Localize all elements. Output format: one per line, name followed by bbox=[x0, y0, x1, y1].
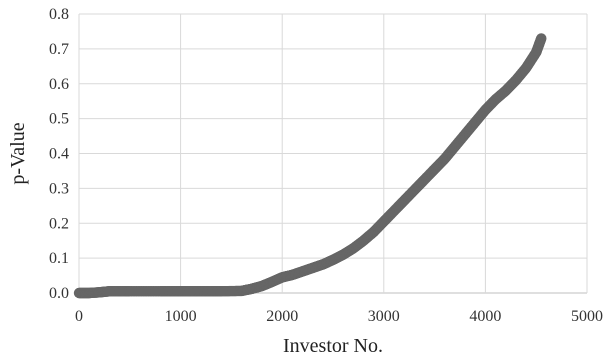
y-tick-label: 0.7 bbox=[49, 41, 69, 58]
series-marks bbox=[73, 33, 547, 299]
x-tick-label: 2000 bbox=[266, 308, 298, 325]
tick-labels: 0.0 0.1 0.2 0.3 0.4 0.5 0.6 0.7 0.8 0 1000 2000 3000… bbox=[49, 6, 603, 325]
data-point bbox=[536, 33, 547, 44]
y-tick-label: 0.4 bbox=[49, 146, 69, 163]
y-tick-label: 0.3 bbox=[49, 180, 69, 197]
x-tick-label: 0 bbox=[75, 308, 83, 325]
y-axis-title: p-Value bbox=[7, 122, 29, 184]
x-tick-label: 1000 bbox=[165, 308, 197, 325]
y-tick-label: 0.6 bbox=[49, 76, 69, 93]
x-axis-title: Investor No. bbox=[283, 335, 383, 357]
x-tick-label: 3000 bbox=[368, 308, 400, 325]
y-tick-label: 0.1 bbox=[49, 250, 69, 267]
y-tick-label: 0.8 bbox=[49, 6, 69, 23]
y-tick-label: 0.0 bbox=[49, 285, 69, 302]
y-tick-label: 0.5 bbox=[49, 111, 69, 128]
x-tick-label: 5000 bbox=[571, 308, 603, 325]
y-tick-label: 0.2 bbox=[49, 215, 69, 232]
x-tick-label: 4000 bbox=[469, 308, 501, 325]
grid bbox=[78, 13, 588, 294]
